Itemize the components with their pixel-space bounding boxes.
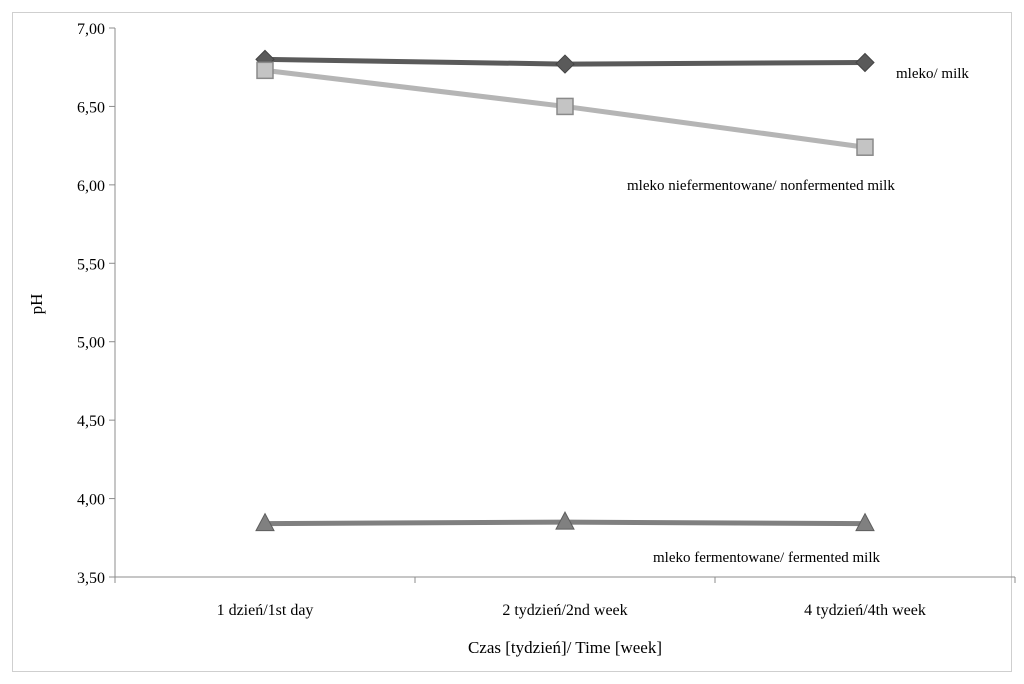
series-lines: [262, 56, 868, 527]
y-tick-label: 6,50: [77, 99, 105, 116]
data-point-diamond: [855, 52, 875, 73]
y-axis-title: pH: [27, 294, 46, 315]
axes: [114, 28, 1015, 578]
x-tick-label: 1 dzień/1st day: [217, 602, 314, 619]
y-tick-label: 4,50: [77, 413, 105, 430]
y-tick-label: 5,50: [77, 256, 105, 273]
y-tick-label: 6,00: [77, 178, 105, 195]
x-axis-title: Czas [tydzień]/ Time [week]: [468, 638, 662, 657]
x-tick-label: 2 tydzień/2nd week: [502, 602, 627, 619]
chart-frame: [12, 12, 1012, 672]
series-label-nonfermented-milk: mleko niefermentowane/ nonfermented milk: [627, 178, 895, 194]
y-tick-label: 3,50: [77, 570, 105, 587]
data-point-square: [256, 61, 274, 80]
data-point-triangle: [855, 512, 875, 532]
y-tick-label: 4,00: [77, 492, 105, 509]
series-label-fermented-milk: mleko fermentowane/ fermented milk: [653, 550, 880, 566]
y-tick-label: 7,00: [77, 21, 105, 38]
data-point-triangle: [255, 512, 275, 532]
x-ticks: 1 dzień/1st day 2 tydzień/2nd week 4 tydzi…: [114, 577, 1016, 619]
data-point-square: [556, 97, 574, 116]
y-ticks: 3,50 4,00 4,50 5,00 5,50 6,00 6,50 7,00: [77, 21, 115, 587]
x-tick-label: 4 tydzień/4th week: [804, 602, 926, 619]
data-point-square: [856, 138, 874, 156]
y-tick-label: 5,00: [77, 335, 105, 352]
series-label-milk: mleko/ milk: [896, 66, 969, 82]
data-point-triangle: [555, 511, 575, 530]
series-markers: [255, 49, 875, 532]
data-point-diamond: [555, 54, 575, 74]
